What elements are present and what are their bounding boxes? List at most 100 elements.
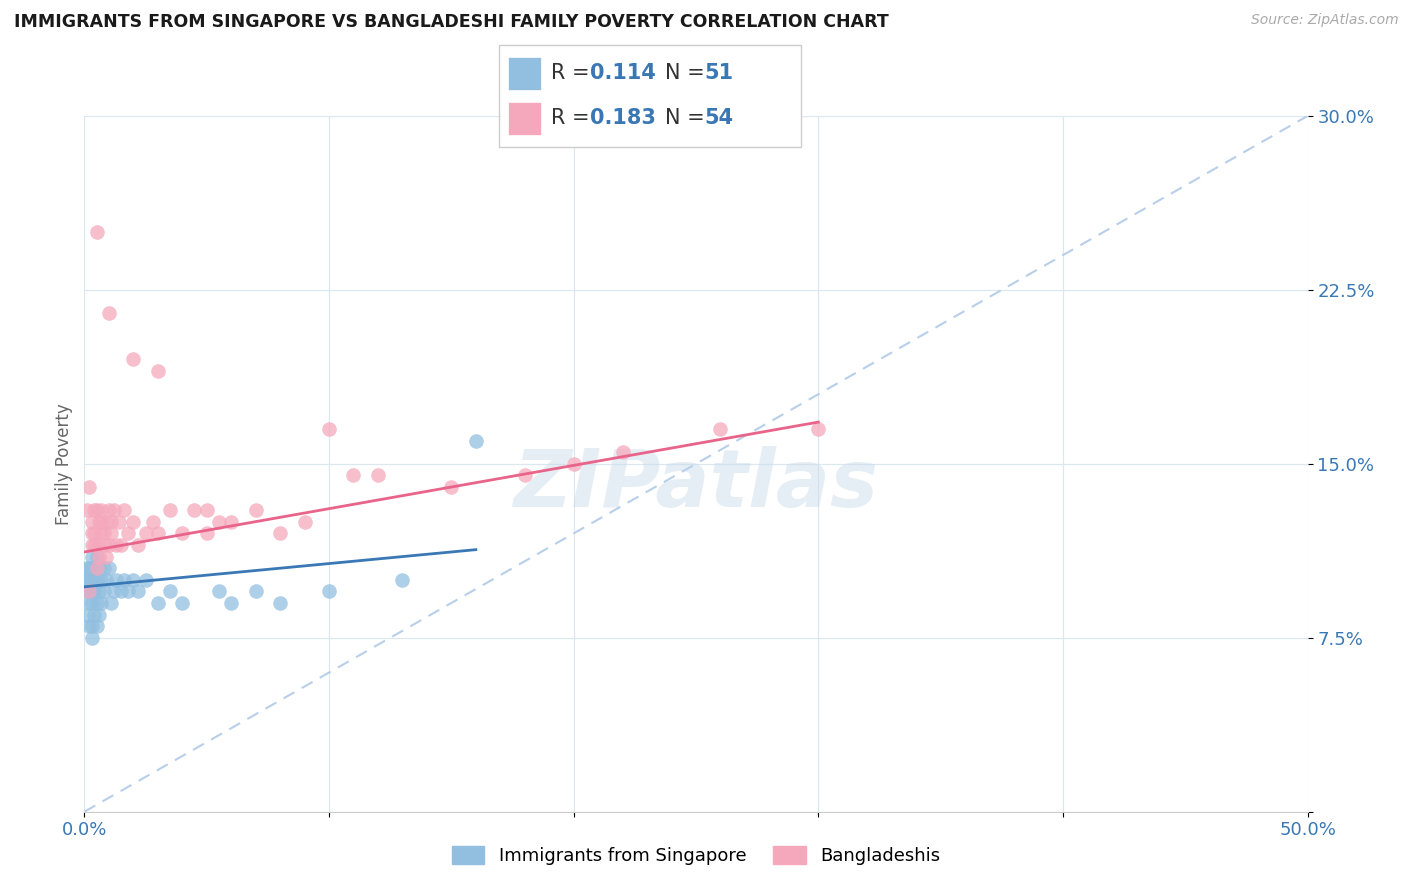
Point — [245, 503, 267, 517]
Point — [97, 561, 120, 575]
Point — [76, 607, 98, 622]
Point — [76, 573, 98, 587]
Point — [122, 352, 145, 367]
Point — [87, 561, 110, 575]
Point — [97, 503, 120, 517]
Point — [318, 584, 340, 599]
Point — [612, 445, 634, 459]
Point — [83, 584, 105, 599]
Point — [80, 596, 103, 610]
Point — [105, 573, 128, 587]
Point — [117, 584, 139, 599]
Point — [172, 526, 194, 541]
Point — [208, 515, 231, 529]
Point — [97, 538, 120, 552]
Point — [80, 584, 103, 599]
Point — [86, 503, 108, 517]
Point — [208, 584, 231, 599]
Point — [77, 619, 100, 633]
Text: 51: 51 — [704, 63, 734, 83]
Point — [87, 607, 110, 622]
Text: ZIPatlas: ZIPatlas — [513, 446, 879, 524]
Point — [76, 503, 98, 517]
Point — [135, 573, 157, 587]
Point — [107, 515, 129, 529]
Point — [83, 503, 105, 517]
Text: 0.114: 0.114 — [591, 63, 655, 83]
Legend: Immigrants from Singapore, Bangladeshis: Immigrants from Singapore, Bangladeshis — [444, 839, 948, 872]
Point — [87, 584, 110, 599]
Point — [96, 549, 118, 564]
Bar — [508, 102, 541, 135]
Point — [77, 584, 100, 599]
Y-axis label: Family Poverty: Family Poverty — [55, 403, 73, 524]
Point — [86, 538, 108, 552]
Point — [342, 468, 364, 483]
Point — [76, 584, 98, 599]
Point — [122, 515, 145, 529]
Point — [93, 584, 115, 599]
Text: R =: R = — [551, 63, 596, 83]
Point — [105, 538, 128, 552]
Point — [269, 526, 291, 541]
Text: IMMIGRANTS FROM SINGAPORE VS BANGLADESHI FAMILY POVERTY CORRELATION CHART: IMMIGRANTS FROM SINGAPORE VS BANGLADESHI… — [14, 13, 889, 31]
Point — [146, 364, 169, 378]
Point — [807, 422, 830, 436]
Point — [219, 596, 242, 610]
Point — [93, 561, 115, 575]
Point — [86, 225, 108, 239]
Point — [112, 573, 135, 587]
Point — [318, 422, 340, 436]
Point — [86, 596, 108, 610]
Point — [294, 515, 316, 529]
Point — [77, 596, 100, 610]
Point — [86, 561, 108, 575]
Point — [83, 607, 105, 622]
Point — [90, 503, 112, 517]
Point — [219, 515, 242, 529]
Point — [391, 573, 413, 587]
Point — [80, 549, 103, 564]
Point — [93, 538, 115, 552]
Point — [93, 526, 115, 541]
Point — [159, 503, 181, 517]
Point — [90, 526, 112, 541]
Point — [87, 549, 110, 564]
Point — [90, 596, 112, 610]
Point — [86, 619, 108, 633]
Point — [80, 561, 103, 575]
Text: 0.183: 0.183 — [591, 109, 655, 128]
Point — [159, 584, 181, 599]
Point — [172, 596, 194, 610]
Point — [77, 561, 100, 575]
Point — [117, 526, 139, 541]
Point — [80, 573, 103, 587]
Point — [76, 561, 98, 575]
Text: N =: N = — [665, 109, 711, 128]
Point — [80, 526, 103, 541]
Point — [90, 515, 112, 529]
Point — [709, 422, 731, 436]
Point — [87, 515, 110, 529]
Bar — [508, 57, 541, 90]
Point — [127, 584, 149, 599]
Point — [464, 434, 486, 448]
Point — [562, 457, 585, 471]
Point — [86, 549, 108, 564]
Point — [146, 526, 169, 541]
Point — [80, 515, 103, 529]
Point — [440, 480, 463, 494]
Point — [110, 538, 132, 552]
Point — [97, 306, 120, 320]
Point — [77, 480, 100, 494]
Text: 54: 54 — [704, 109, 734, 128]
Point — [195, 526, 218, 541]
Point — [122, 573, 145, 587]
Text: R =: R = — [551, 109, 596, 128]
Point — [77, 584, 100, 599]
Point — [83, 538, 105, 552]
Text: N =: N = — [665, 63, 711, 83]
Point — [77, 573, 100, 587]
Point — [127, 538, 149, 552]
Text: Source: ZipAtlas.com: Source: ZipAtlas.com — [1251, 13, 1399, 28]
